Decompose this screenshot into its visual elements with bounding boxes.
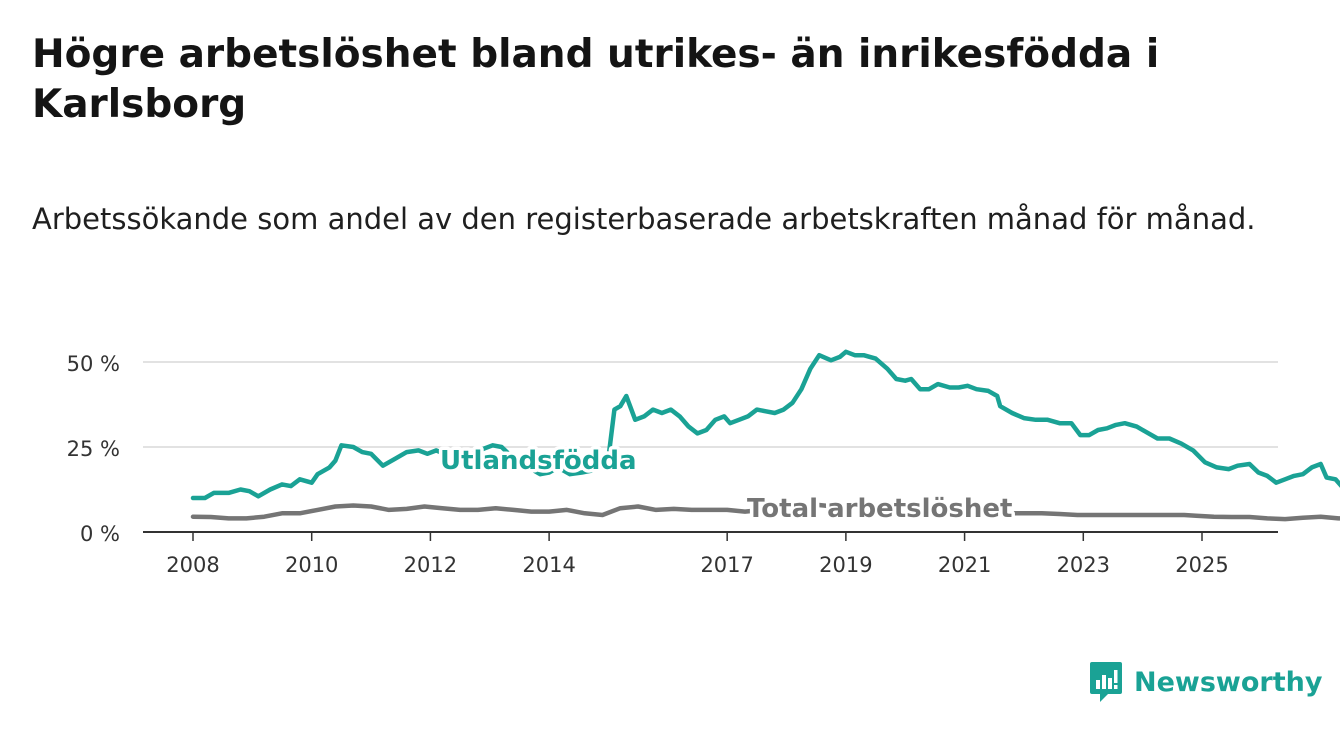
brand-name: Newsworthy <box>1134 666 1323 698</box>
newsworthy-logo-icon <box>1090 662 1122 702</box>
y-tick-label: 50 % <box>67 352 120 376</box>
series-lines <box>190 349 1340 522</box>
x-tick-label: 2019 <box>819 553 872 577</box>
x-tick-label: 2021 <box>938 553 991 577</box>
x-tick-label: 2025 <box>1175 553 1228 577</box>
y-tick-label: 25 % <box>67 437 120 461</box>
x-tick-label: 2012 <box>404 553 457 577</box>
series-total-line <box>190 501 1340 522</box>
x-tick-label: 2023 <box>1057 553 1110 577</box>
series-utlandsfodda-line <box>190 349 1340 501</box>
x-tick-label: 2008 <box>166 553 219 577</box>
newsworthy-logo: Newsworthy <box>1088 660 1322 704</box>
y-tick-label: 0 % <box>80 522 120 546</box>
y-axis-tick-labels: 0 % 25 % 50 % <box>67 352 120 546</box>
x-tick-label: 2010 <box>285 553 338 577</box>
line-chart: 0 % 25 % 50 % 2008 2010 2012 2014 2017 2019 2021… <box>67 349 1340 577</box>
x-tick-label: 2017 <box>700 553 753 577</box>
grid-lines <box>143 361 1278 448</box>
chart-title: Högre arbetslöshet bland utrikes- än inr… <box>32 32 1160 127</box>
series-label-total: Total arbetslöshet <box>747 494 1012 524</box>
x-tick-label: 2014 <box>522 553 575 577</box>
x-axis: 2008 2010 2012 2014 2017 2019 2021 2023 2025 <box>143 531 1278 577</box>
chart-subtitle: Arbetssökande som andel av den registerb… <box>32 202 1256 236</box>
series-label-utlandsfodda: Utlandsfödda <box>440 446 637 476</box>
